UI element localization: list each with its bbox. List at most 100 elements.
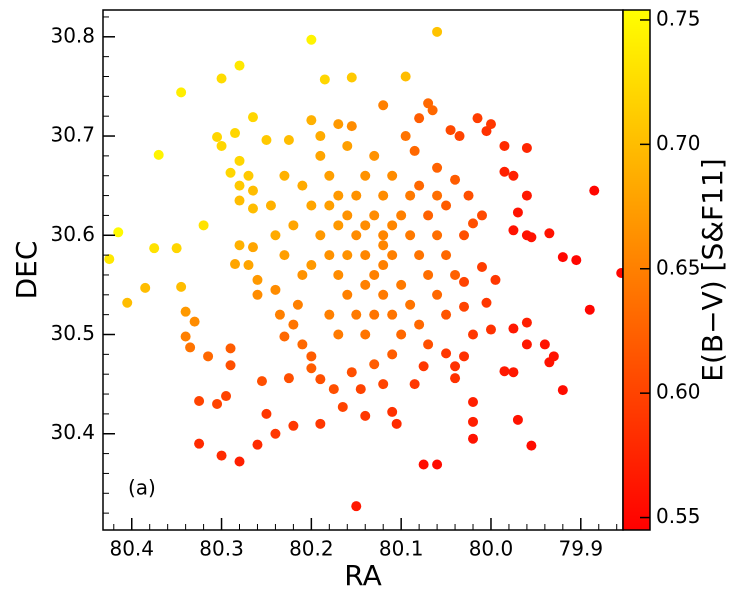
- point: [378, 230, 389, 241]
- point: [180, 306, 191, 317]
- point: [306, 363, 317, 374]
- point: [333, 329, 344, 340]
- point: [441, 250, 452, 261]
- point: [459, 351, 470, 362]
- point: [261, 135, 272, 145]
- point: [355, 384, 366, 395]
- point: [499, 166, 510, 177]
- point: [405, 190, 416, 201]
- point: [521, 190, 532, 201]
- point: [122, 297, 133, 308]
- point: [288, 319, 299, 330]
- point: [212, 398, 223, 409]
- point: [476, 262, 487, 273]
- point: [324, 170, 335, 181]
- point: [346, 121, 357, 132]
- point: [360, 170, 371, 181]
- point: [454, 131, 465, 142]
- point: [360, 220, 371, 231]
- point: [324, 309, 335, 320]
- colorbar-tick-label: 0.75: [656, 6, 701, 30]
- point: [297, 269, 308, 280]
- point: [113, 227, 124, 238]
- colorbar: [622, 9, 651, 531]
- point: [512, 414, 523, 425]
- point: [333, 220, 344, 231]
- point: [548, 351, 559, 362]
- point: [342, 250, 353, 261]
- point: [584, 304, 595, 315]
- point: [306, 351, 317, 362]
- point: [342, 210, 353, 221]
- point: [391, 418, 402, 429]
- point: [499, 366, 510, 377]
- point: [557, 385, 568, 396]
- point: [432, 459, 443, 470]
- point: [481, 297, 492, 308]
- point: [225, 343, 236, 354]
- point: [333, 119, 344, 130]
- point: [234, 155, 245, 166]
- point: [171, 243, 182, 254]
- point: [432, 190, 443, 201]
- point: [423, 339, 434, 350]
- point: [315, 131, 326, 142]
- point: [423, 269, 434, 280]
- point: [432, 289, 443, 300]
- point: [414, 250, 425, 261]
- point: [176, 281, 187, 292]
- x-tick-label: 80.2: [289, 537, 334, 561]
- point: [396, 279, 407, 290]
- point: [557, 252, 568, 263]
- point: [445, 125, 456, 136]
- point: [571, 255, 582, 266]
- point: [315, 230, 326, 241]
- point: [252, 289, 263, 300]
- point: [140, 282, 151, 293]
- point: [396, 329, 407, 340]
- point: [400, 71, 411, 82]
- point: [432, 26, 443, 37]
- point: [432, 230, 443, 241]
- point: [409, 145, 420, 156]
- colorbar-tick-label: 0.65: [656, 255, 701, 279]
- point: [180, 331, 191, 342]
- point: [423, 210, 434, 221]
- point: [292, 299, 303, 310]
- point: [351, 190, 362, 201]
- point: [476, 210, 487, 221]
- annotation: (a): [128, 476, 156, 500]
- point: [521, 142, 532, 153]
- point: [333, 269, 344, 280]
- point: [499, 140, 510, 151]
- point: [378, 260, 389, 271]
- colorbar-tick-label: 0.70: [656, 131, 701, 155]
- point: [463, 190, 474, 201]
- point: [176, 87, 187, 98]
- point: [198, 220, 209, 231]
- y-tick-label: 30.6: [50, 222, 95, 246]
- point: [225, 360, 236, 371]
- point: [189, 316, 200, 327]
- point: [283, 135, 294, 145]
- point: [521, 339, 532, 350]
- point: [387, 349, 398, 360]
- point: [544, 228, 555, 239]
- point: [521, 317, 532, 328]
- y-axis-label: DEC: [10, 241, 43, 300]
- point: [459, 276, 470, 287]
- point: [432, 162, 443, 173]
- point: [490, 274, 501, 285]
- point: [247, 112, 258, 123]
- point: [153, 149, 164, 160]
- point: [539, 339, 550, 350]
- point: [212, 132, 223, 143]
- point: [274, 309, 285, 320]
- y-tick-label: 30.7: [50, 123, 95, 147]
- point: [360, 410, 371, 421]
- point: [346, 72, 357, 83]
- point: [450, 373, 461, 384]
- point: [149, 243, 160, 254]
- point: [234, 180, 245, 191]
